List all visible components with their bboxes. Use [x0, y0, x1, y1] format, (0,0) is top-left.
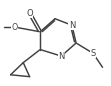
Text: N: N — [58, 52, 64, 61]
Text: O: O — [26, 9, 33, 18]
Text: N: N — [69, 21, 75, 30]
Text: S: S — [90, 49, 96, 58]
Text: O: O — [12, 23, 18, 32]
